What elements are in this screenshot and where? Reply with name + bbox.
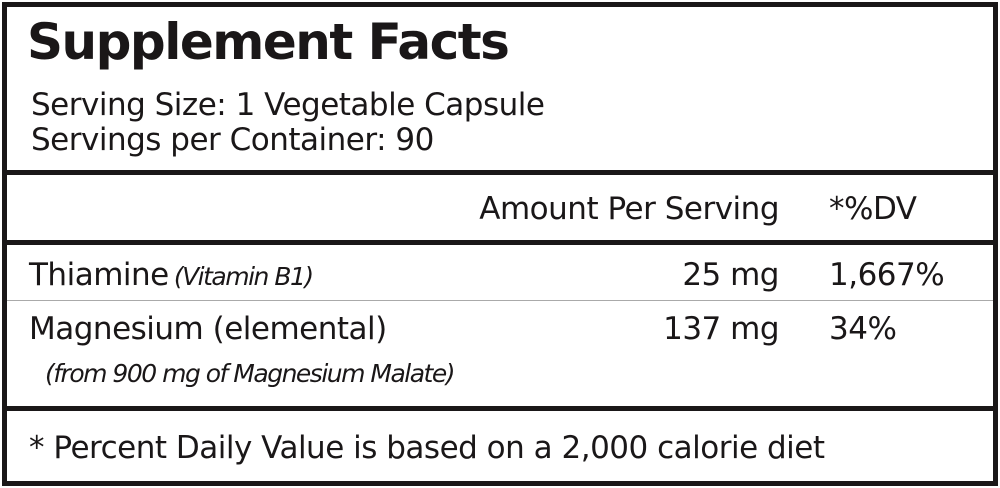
nutrient-note: (Vitamin B1) xyxy=(173,262,314,291)
divider-thick xyxy=(7,406,993,411)
nutrient-row-thiamine: Thiamine (Vitamin B1) xyxy=(29,257,314,293)
divider-thin xyxy=(7,300,993,301)
servings-per-container: Servings per Container: 90 xyxy=(31,122,434,158)
footnote: * Percent Daily Value is based on a 2,00… xyxy=(29,430,825,466)
divider-thick xyxy=(7,170,993,175)
nutrient-amount: 137 mg xyxy=(663,311,779,347)
header-dv: *%DV xyxy=(829,191,917,227)
panel-title: Supplement Facts xyxy=(27,13,510,71)
nutrient-name: Thiamine xyxy=(29,257,169,293)
header-amount: Amount Per Serving xyxy=(479,191,779,227)
nutrient-note: (from 900 mg of Magnesium Malate) xyxy=(45,359,456,388)
nutrient-name: Magnesium (elemental) xyxy=(29,311,387,347)
divider-thick xyxy=(7,240,993,245)
nutrient-dv: 34% xyxy=(829,311,897,347)
nutrient-dv: 1,667% xyxy=(829,257,945,293)
nutrient-amount: 25 mg xyxy=(682,257,779,293)
serving-size: Serving Size: 1 Vegetable Capsule xyxy=(31,87,545,123)
